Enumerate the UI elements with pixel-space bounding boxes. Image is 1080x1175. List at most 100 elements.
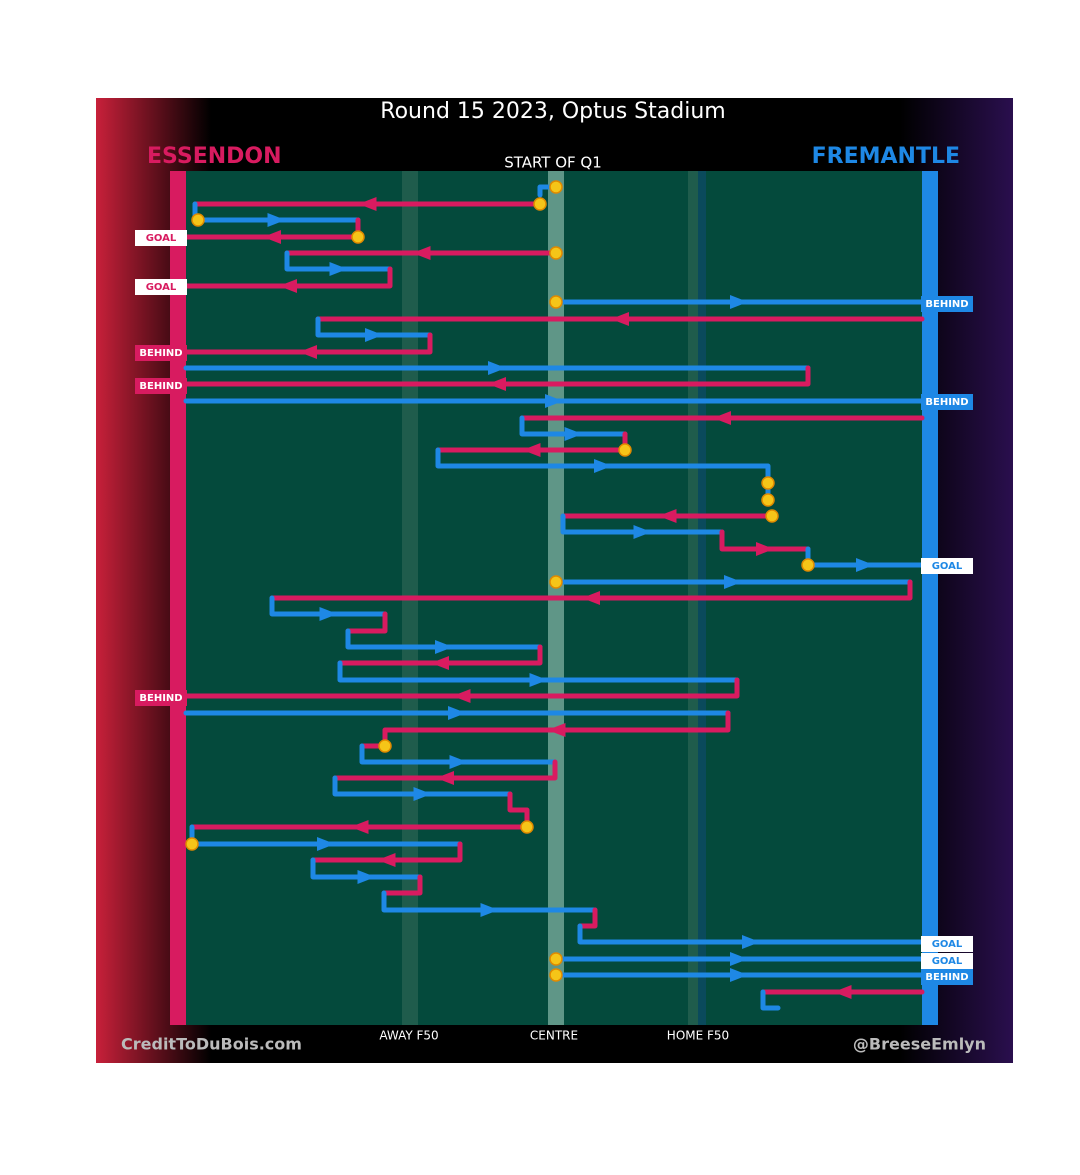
- outcome-badge: [135, 345, 187, 361]
- direction-arrow: [756, 542, 774, 556]
- possession-chain: [760, 989, 781, 1011]
- stoppage-marker: [533, 197, 547, 211]
- possession-chain: [183, 266, 393, 289]
- direction-arrow: [263, 230, 281, 244]
- direction-arrow: [594, 459, 612, 473]
- direction-arrow: [317, 837, 335, 851]
- outcome-badge: [921, 936, 973, 952]
- direction-arrow: [436, 771, 454, 785]
- possession-chain: [310, 857, 423, 880]
- stoppage-marker: [520, 820, 534, 834]
- possession-chain: [381, 890, 598, 913]
- direction-arrow: [522, 443, 541, 457]
- outcome-badge: [135, 378, 187, 394]
- stoppage-marker: [549, 575, 563, 589]
- possession-chain: [507, 791, 530, 830]
- direction-arrow: [742, 935, 760, 949]
- direction-arrow: [412, 246, 431, 260]
- direction-arrow: [713, 411, 731, 425]
- possession-chain: [310, 841, 463, 863]
- labels: GOAL GOAL BEHIND BEHIND BEHIND BEHIND BEHIND GO…: [135, 230, 973, 985]
- away-team: FREMANTLE: [812, 144, 960, 169]
- direction-arrow: [319, 607, 338, 621]
- outcome-label: GOAL: [932, 956, 963, 967]
- direction-arrow: [449, 755, 468, 769]
- outcome-badge: [921, 953, 973, 969]
- possession-chain: [315, 316, 433, 338]
- stoppage-marker: [549, 295, 563, 309]
- direction-arrow: [350, 820, 369, 834]
- outcome-badge: [135, 690, 187, 706]
- direction-arrow: [267, 213, 286, 227]
- direction-arrow: [329, 262, 348, 276]
- outcome-label: BEHIND: [139, 381, 182, 392]
- direction-arrow: [435, 640, 453, 654]
- stoppage-marker: [191, 213, 205, 227]
- possession-chain: [284, 250, 393, 272]
- away-goal-line: [922, 171, 938, 1025]
- stoppage-marker: [549, 968, 563, 982]
- possession-chain: [337, 660, 740, 683]
- stoppage-marker: [378, 739, 392, 753]
- possession-chain: [269, 595, 388, 617]
- direction-arrow: [413, 787, 432, 801]
- possession-chain: [269, 579, 913, 601]
- direction-arrow: [488, 377, 506, 391]
- outcome-badge: [135, 230, 187, 246]
- direction-arrow: [611, 312, 629, 326]
- outcome-badge: [921, 394, 973, 410]
- possession-chain: [577, 907, 598, 929]
- stoppage-marker: [761, 493, 775, 507]
- possession-chain: [332, 775, 513, 797]
- outcome-label: GOAL: [932, 939, 963, 950]
- home-goal-line: [170, 171, 186, 1025]
- possession-chain: [183, 332, 433, 355]
- stoppage-marker: [761, 476, 775, 490]
- title: Round 15 2023, Optus Stadium: [380, 99, 725, 124]
- direction-arrow: [377, 853, 396, 867]
- outcome-label: BEHIND: [139, 348, 182, 359]
- direction-arrow: [856, 558, 874, 572]
- flows: [183, 180, 925, 1011]
- direction-arrow: [730, 295, 748, 309]
- possession-chain: [183, 677, 740, 699]
- zone-label: CENTRE: [530, 1029, 578, 1043]
- possession-chain: [359, 743, 558, 765]
- outcome-badge: [921, 558, 973, 574]
- direction-arrow: [365, 328, 383, 342]
- direction-arrow: [358, 197, 377, 211]
- direction-arrow: [357, 870, 376, 884]
- stoppage-marker: [765, 509, 779, 523]
- outcome-badge: [921, 296, 973, 312]
- stoppage-marker: [549, 246, 563, 260]
- direction-arrow: [488, 361, 506, 375]
- possession-chain: [183, 365, 811, 387]
- stoppage-marker: [185, 837, 199, 851]
- possession-chain: [345, 628, 543, 650]
- outcome-label: GOAL: [932, 561, 963, 572]
- outcome-label: GOAL: [146, 282, 177, 293]
- direction-arrow: [564, 427, 583, 441]
- outcome-label: GOAL: [146, 233, 177, 244]
- stoppage-marker: [549, 952, 563, 966]
- zone-label: AWAY F50: [379, 1029, 438, 1043]
- outcome-label: BEHIND: [925, 299, 968, 310]
- direction-arrow: [833, 985, 852, 999]
- direction-arrow: [730, 968, 748, 982]
- credit: @BreeseEmlyn: [853, 1035, 986, 1054]
- direction-arrow: [452, 689, 471, 703]
- possession-chain: [719, 529, 811, 552]
- period: START OF Q1: [504, 154, 602, 172]
- stoppage-marker: [549, 180, 563, 194]
- credit: CreditToDuBois.com: [121, 1035, 302, 1054]
- direction-arrow: [545, 394, 563, 408]
- stoppage-marker: [351, 230, 365, 244]
- outcome-badge: [135, 279, 187, 295]
- direction-arrow: [724, 575, 742, 589]
- stoppage-marker: [801, 558, 815, 572]
- outcome-label: BEHIND: [139, 693, 182, 704]
- direction-arrow: [299, 345, 317, 359]
- possession-chain: [337, 644, 543, 666]
- direction-arrow: [633, 525, 652, 539]
